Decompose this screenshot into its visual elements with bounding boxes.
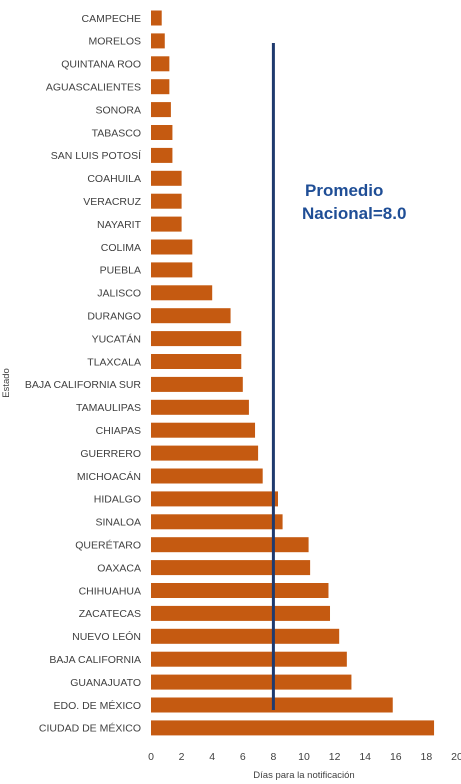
category-label-chiapas: CHIAPAS bbox=[96, 425, 141, 437]
category-label-baja-california: BAJA CALIFORNIA bbox=[49, 654, 141, 666]
category-label-tabasco: TABASCO bbox=[92, 127, 141, 139]
category-label-aguascalientes: AGUASCALIENTES bbox=[46, 82, 141, 94]
category-label-veracruz: VERACRUZ bbox=[83, 196, 141, 208]
bar-coahuila bbox=[151, 170, 182, 186]
x-tick-8: 8 bbox=[270, 751, 276, 763]
bar-nayarit bbox=[151, 216, 182, 232]
x-tick-4: 4 bbox=[209, 751, 215, 763]
bar-baja-california-sur bbox=[151, 376, 243, 392]
x-tick-18: 18 bbox=[421, 751, 433, 763]
category-label-tamaulipas: TAMAULIPAS bbox=[76, 402, 141, 414]
bar-yucatan bbox=[151, 331, 242, 347]
category-label-nuevo-leon: NUEVO LEÓN bbox=[72, 630, 141, 643]
category-label-jalisco: JALISCO bbox=[97, 288, 141, 300]
category-label-campeche: CAMPECHE bbox=[81, 13, 141, 25]
bar-chiapas bbox=[151, 422, 256, 438]
category-label-yucatan: YUCATÁN bbox=[92, 332, 141, 345]
bar-jalisco bbox=[151, 285, 213, 301]
bar-morelos bbox=[151, 33, 165, 49]
bar-queretaro bbox=[151, 537, 309, 553]
x-tick-labels: 0 2 4 6 8 10 12 14 16 18 20 bbox=[148, 751, 461, 763]
category-label-ciudad-de-mexico: CIUDAD DE MÉXICO bbox=[39, 722, 141, 735]
bar-san-luis-potosi bbox=[151, 147, 173, 163]
category-label-guanajuato: GUANAJUATO bbox=[70, 677, 141, 689]
category-label-zacatecas: ZACATECAS bbox=[79, 608, 141, 620]
bar-campeche bbox=[151, 10, 162, 26]
bar-sonora bbox=[151, 102, 171, 118]
category-label-tlaxcala: TLAXCALA bbox=[87, 356, 141, 368]
category-label-morelos: MORELOS bbox=[88, 36, 141, 48]
category-label-hidalgo: HIDALGO bbox=[94, 494, 141, 506]
bar-puebla bbox=[151, 262, 193, 278]
bar-oaxaca bbox=[151, 560, 311, 576]
category-label-baja-california-sur: BAJA CALIFORNIA SUR bbox=[25, 379, 142, 391]
category-label-oaxaca: OAXACA bbox=[97, 562, 141, 574]
bar-michoacan bbox=[151, 468, 263, 484]
bar-colima bbox=[151, 239, 193, 255]
category-label-coahuila: COAHUILA bbox=[87, 173, 141, 185]
x-tick-10: 10 bbox=[298, 751, 310, 763]
x-axis-title: Días para la notificación bbox=[253, 770, 354, 781]
annotation-line-1: Promedio bbox=[305, 181, 383, 200]
bar-tlaxcala bbox=[151, 354, 242, 369]
bar-sinaloa bbox=[151, 514, 283, 530]
category-label-san-luis-potosi: SAN LUIS POTOSÍ bbox=[51, 149, 141, 162]
category-label-puebla: PUEBLA bbox=[100, 265, 141, 277]
category-label-queretaro: QUERÉTARO bbox=[75, 539, 141, 552]
x-tick-0: 0 bbox=[148, 751, 154, 763]
category-label-sinaloa: SINALOA bbox=[95, 517, 141, 529]
bar-edo-de-mexico bbox=[151, 697, 393, 713]
x-tick-12: 12 bbox=[329, 751, 341, 763]
bar-tamaulipas bbox=[151, 399, 249, 415]
category-label-chihuahua: CHIHUAHUA bbox=[79, 585, 141, 597]
x-tick-2: 2 bbox=[179, 751, 185, 763]
bar-chihuahua bbox=[151, 583, 329, 598]
category-label-colima: COLIMA bbox=[101, 242, 141, 254]
category-label-nayarit: NAYARIT bbox=[97, 219, 142, 231]
annotation-line-2: Nacional=8.0 bbox=[302, 204, 406, 223]
bar-tabasco bbox=[151, 125, 173, 140]
category-label-durango: DURANGO bbox=[87, 311, 141, 323]
bar-guanajuato bbox=[151, 674, 352, 690]
bar-baja-california bbox=[151, 651, 347, 667]
bar-aguascalientes bbox=[151, 79, 170, 95]
bar-ciudad-de-mexico bbox=[151, 720, 435, 736]
bar-veracruz bbox=[151, 193, 182, 209]
x-tick-6: 6 bbox=[240, 751, 246, 763]
category-label-quintana-roo: QUINTANA ROO bbox=[61, 59, 141, 71]
category-labels: CAMPECHE MORELOS QUINTANA ROO AGUASCALIENTE… bbox=[25, 13, 142, 735]
x-tick-20: 20 bbox=[451, 751, 461, 763]
category-label-michoacan: MICHOACÁN bbox=[77, 470, 141, 483]
x-tick-14: 14 bbox=[359, 751, 371, 763]
category-label-sonora: SONORA bbox=[95, 104, 141, 116]
category-label-edo-de-mexico: EDO. DE MÉXICO bbox=[53, 699, 141, 712]
bar-guerrero bbox=[151, 445, 259, 461]
category-label-guerrero: GUERRERO bbox=[80, 448, 141, 460]
y-axis-title: Estado bbox=[1, 368, 12, 398]
bars-group bbox=[151, 10, 435, 736]
bar-zacatecas bbox=[151, 605, 331, 621]
bar-durango bbox=[151, 308, 231, 324]
bar-quintana-roo bbox=[151, 56, 170, 72]
x-tick-16: 16 bbox=[390, 751, 402, 763]
bar-nuevo-leon bbox=[151, 628, 340, 644]
bar-hidalgo bbox=[151, 491, 278, 507]
